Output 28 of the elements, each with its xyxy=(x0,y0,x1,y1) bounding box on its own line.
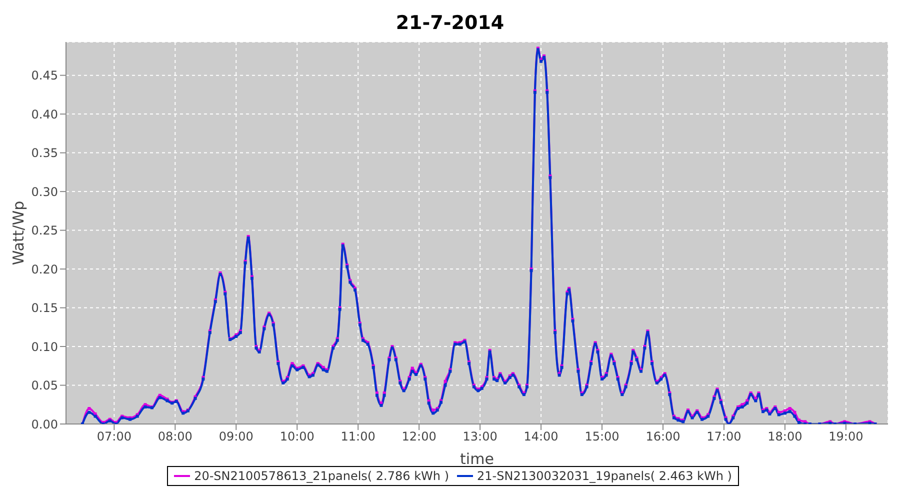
x-tick-label: 15:00 xyxy=(584,430,620,444)
x-tick-label: 08:00 xyxy=(158,430,192,444)
y-tick-label: 0.05 xyxy=(31,378,58,393)
legend-label: 20-SN2100578613_21panels( 2.786 kWh ) xyxy=(194,469,449,483)
x-tick-label: 11:00 xyxy=(340,430,376,444)
y-tick-label: 0.15 xyxy=(31,301,58,316)
chart-title: 21-7-2014 xyxy=(394,11,506,36)
y-tick-label: 0.00 xyxy=(31,417,58,432)
y-tick-label: 0.40 xyxy=(31,107,58,122)
y-tick-label: 0.10 xyxy=(31,340,58,354)
x-axis-title: time xyxy=(460,450,494,468)
x-tick-label: 07:00 xyxy=(96,430,132,444)
x-tick-label: 09:00 xyxy=(218,430,254,444)
y-tick-label: 0.45 xyxy=(31,68,58,83)
x-tick-label: 19:00 xyxy=(828,430,864,444)
x-tick-label: 12:00 xyxy=(402,430,436,444)
x-tick-label: 10:00 xyxy=(280,430,314,444)
x-tick-label: 14:00 xyxy=(524,430,558,444)
y-tick-label: 0.25 xyxy=(31,224,58,238)
y-axis-title: Watt/Wp xyxy=(9,200,28,266)
y-tick-label: 0.35 xyxy=(31,146,58,160)
x-tick-label: 18:00 xyxy=(768,430,802,444)
legend-label: 21-SN2130032031_19panels( 2.463 kWh ) xyxy=(477,469,732,483)
x-tick-label: 13:00 xyxy=(462,430,498,444)
x-tick-label: 16:00 xyxy=(646,430,680,444)
y-tick-label: 0.30 xyxy=(31,184,58,199)
x-tick-label: 17:00 xyxy=(706,430,742,444)
y-tick-label: 0.20 xyxy=(31,262,58,276)
